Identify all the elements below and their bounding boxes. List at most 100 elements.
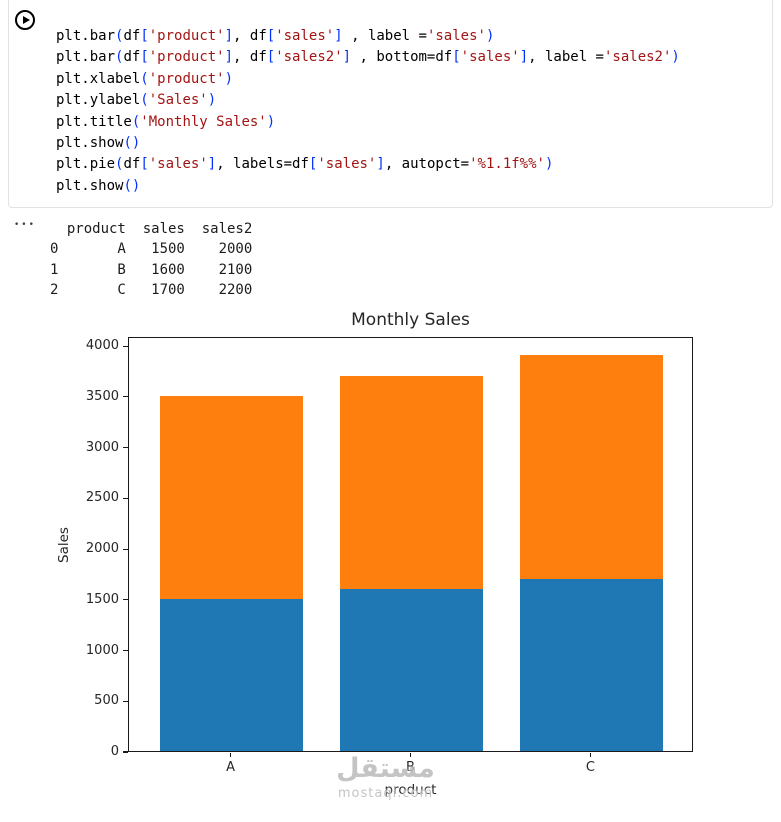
y-tick-label: 1500 <box>85 591 119 607</box>
x-tick-mark <box>230 753 232 757</box>
y-tick-label: 3000 <box>85 439 119 455</box>
code-line: plt.show() <box>56 176 762 197</box>
y-tick-label: 2000 <box>85 541 119 557</box>
code-token: 'product' <box>148 70 225 87</box>
code-token: ) <box>224 70 234 87</box>
code-token: [ <box>452 49 461 66</box>
x-tick-mark <box>589 753 591 757</box>
x-tick-label: A <box>226 760 236 775</box>
bar-sales-a <box>159 598 304 751</box>
code-token: [ <box>140 49 149 66</box>
bar-sales2-c <box>519 355 664 579</box>
code-token: plt.bar <box>56 49 116 66</box>
y-tick-mark <box>123 548 128 550</box>
code-token: ( <box>115 156 124 173</box>
code-token: 'Monthly Sales' <box>140 113 267 130</box>
y-tick-mark <box>123 700 128 702</box>
code-token: ] <box>334 28 343 44</box>
code-token: df <box>123 28 141 44</box>
code-token: 'sales2' <box>603 49 672 66</box>
code-token: , label = <box>528 49 604 66</box>
y-tick-mark <box>123 599 128 601</box>
figure: Monthly Sales Sales product مستقل mostaq… <box>0 302 781 822</box>
code-token: , df <box>233 49 267 66</box>
code-token: ( <box>115 28 124 44</box>
y-tick-label: 2500 <box>85 490 119 506</box>
code-token: 'sales' <box>148 156 208 173</box>
output-collapse-button[interactable]: ••• <box>14 220 36 230</box>
y-tick-label: 500 <box>94 693 119 709</box>
code-line: plt.xlabel('product') <box>56 69 762 90</box>
code-token: '%1.1f%%' <box>469 156 545 173</box>
y-tick-label: 1000 <box>85 642 119 658</box>
code-line: plt.show() <box>56 133 762 154</box>
code-token: 'product' <box>148 49 225 66</box>
code-token: () <box>123 135 141 152</box>
plot-area <box>128 337 693 752</box>
y-tick-label: 0 <box>110 744 119 759</box>
y-tick-mark <box>123 447 128 449</box>
code-token: ] <box>376 156 385 173</box>
code-token: [ <box>308 156 318 173</box>
code-token: [ <box>140 156 149 173</box>
code-token: [ <box>266 49 276 66</box>
code-token: ] <box>342 49 352 66</box>
chart-title: Monthly Sales <box>351 310 470 330</box>
code-editor[interactable]: plt.bar(df['product'], df['sales'] , lab… <box>56 26 762 197</box>
code-token: ] <box>519 49 529 66</box>
code-line: plt.pie(df['sales'], labels=df['sales'],… <box>56 154 762 175</box>
run-cell-button[interactable] <box>15 10 35 30</box>
code-token: plt.xlabel <box>56 70 141 87</box>
x-tick-mark <box>409 753 412 757</box>
code-token: ] <box>224 49 234 66</box>
code-line: plt.ylabel('Sales') <box>56 90 762 111</box>
code-token: ( <box>140 92 149 109</box>
y-tick-label: 3500 <box>85 388 119 404</box>
y-tick-mark <box>123 345 128 347</box>
bar-sales2-a <box>159 395 304 599</box>
code-token: , labels=df <box>216 156 309 173</box>
x-tick-label: B <box>406 760 415 775</box>
code-token: , bottom=df <box>351 49 453 66</box>
code-token: plt.pie <box>56 156 116 173</box>
code-token: ) <box>671 49 680 66</box>
code-line: plt.bar(df['product'], df['sales'] , lab… <box>56 26 762 47</box>
code-token: df <box>123 156 141 173</box>
y-tick-mark <box>123 649 128 652</box>
dataframe-output: product sales sales2 0 A 1500 2000 1 B 1… <box>50 221 253 298</box>
code-token: 'sales2' <box>275 49 343 66</box>
cell-output: ••• product sales sales2 0 A 1500 2000 1… <box>0 212 781 822</box>
code-token: plt.show <box>56 177 124 194</box>
code-token: [ <box>140 28 149 44</box>
code-cell: plt.bar(df['product'], df['sales'] , lab… <box>8 0 773 208</box>
code-token: 'sales' <box>317 156 377 173</box>
code-token: ( <box>140 70 149 87</box>
y-tick-mark <box>123 497 128 499</box>
code-line: plt.bar(df['product'], df['sales2'] , bo… <box>56 47 762 68</box>
code-token: plt.bar <box>56 28 116 44</box>
x-tick-label: C <box>585 760 595 775</box>
code-token: , autopct= <box>384 156 470 173</box>
code-token: 'product' <box>148 28 225 44</box>
code-token: ( <box>115 49 124 66</box>
code-token: [ <box>266 28 276 44</box>
code-token: df <box>123 49 141 66</box>
code-token: 'sales' <box>460 49 520 66</box>
code-token: ( <box>131 113 141 130</box>
code-token: , df <box>233 28 267 44</box>
bar-sales-b <box>339 588 484 751</box>
y-tick-label: 4000 <box>85 338 119 354</box>
code-token: 'sales' <box>426 28 486 44</box>
code-token: plt.title <box>56 113 132 130</box>
code-token: ) <box>266 113 276 130</box>
bar-sales-c <box>519 578 664 751</box>
code-line: plt.title('Monthly Sales') <box>56 112 762 133</box>
code-token: ) <box>207 92 217 109</box>
y-tick-mark <box>123 396 128 398</box>
code-token: ) <box>485 28 495 44</box>
x-axis-label: product <box>384 782 437 798</box>
code-token: 'Sales' <box>148 92 208 109</box>
code-token: plt.ylabel <box>56 92 141 109</box>
code-token: () <box>123 177 141 194</box>
bar-sales2-b <box>339 375 484 589</box>
